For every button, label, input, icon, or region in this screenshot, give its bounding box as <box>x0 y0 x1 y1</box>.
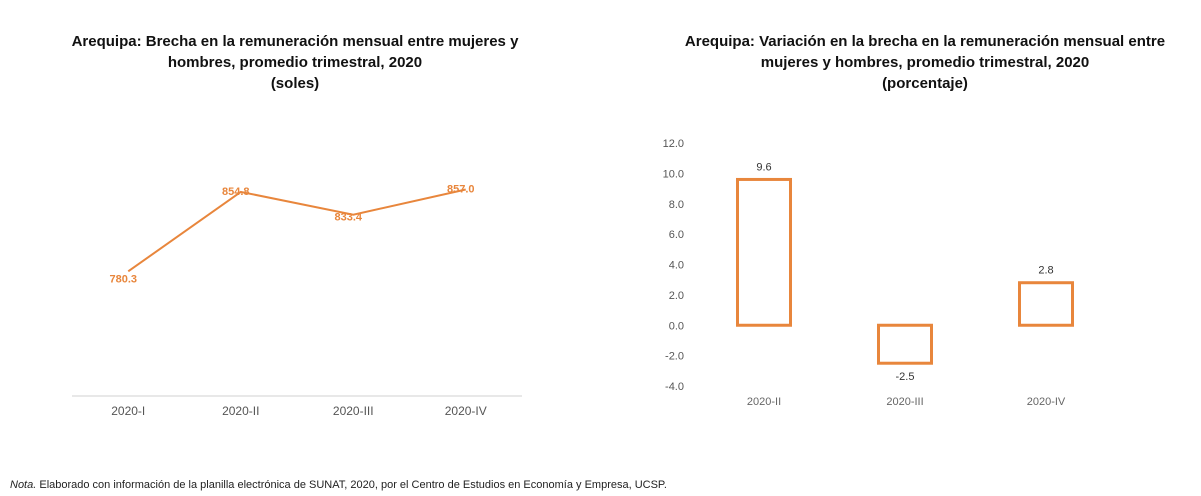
line-data-label: 854.8 <box>222 186 250 198</box>
source-note: Nota. Elaborado con información de la pl… <box>10 479 667 491</box>
bar-x-tick-label: 2020-II <box>747 396 781 408</box>
bar-y-tick-label: -2.0 <box>665 351 684 363</box>
bar-y-tick-label: 4.0 <box>669 260 684 272</box>
line-data-label: 833.4 <box>334 212 362 224</box>
note-text: Elaborado con información de la planilla… <box>36 479 667 491</box>
note-prefix: Nota. <box>10 479 37 491</box>
bar-data-label: 9.6 <box>756 161 771 173</box>
bar-data-label: -2.5 <box>896 371 915 383</box>
bar-x-tick-label: 2020-IV <box>1027 396 1066 408</box>
bar-y-tick-label: 12.0 <box>663 138 684 150</box>
bar <box>877 323 933 365</box>
line-series <box>127 188 466 273</box>
line-x-tick-label: 2020-III <box>333 404 374 418</box>
bar-y-tick-label: 2.0 <box>669 290 684 302</box>
line-x-tick-label: 2020-I <box>111 404 145 418</box>
bar-y-tick-label: -4.0 <box>665 381 684 393</box>
bar-x-tick-label: 2020-III <box>886 396 923 408</box>
bar <box>736 177 792 327</box>
line-data-label: 780.3 <box>109 273 137 285</box>
bar-y-tick-label: 6.0 <box>669 229 684 241</box>
bar-y-tick-label: 8.0 <box>669 199 684 211</box>
line-data-label: 857.0 <box>447 184 475 196</box>
bar-y-tick-label: 10.0 <box>663 168 684 180</box>
bar-y-tick-label: 0.0 <box>669 320 684 332</box>
line-chart-title: Arequipa: Brecha en la remuneración mens… <box>71 33 519 92</box>
bar-data-label: 2.8 <box>1038 265 1053 277</box>
bar <box>1018 281 1074 327</box>
line-x-tick-label: 2020-IV <box>445 404 487 418</box>
line-x-tick-label: 2020-II <box>222 404 259 418</box>
bar-chart-title: Arequipa: Variación en la brecha en la r… <box>684 33 1166 92</box>
